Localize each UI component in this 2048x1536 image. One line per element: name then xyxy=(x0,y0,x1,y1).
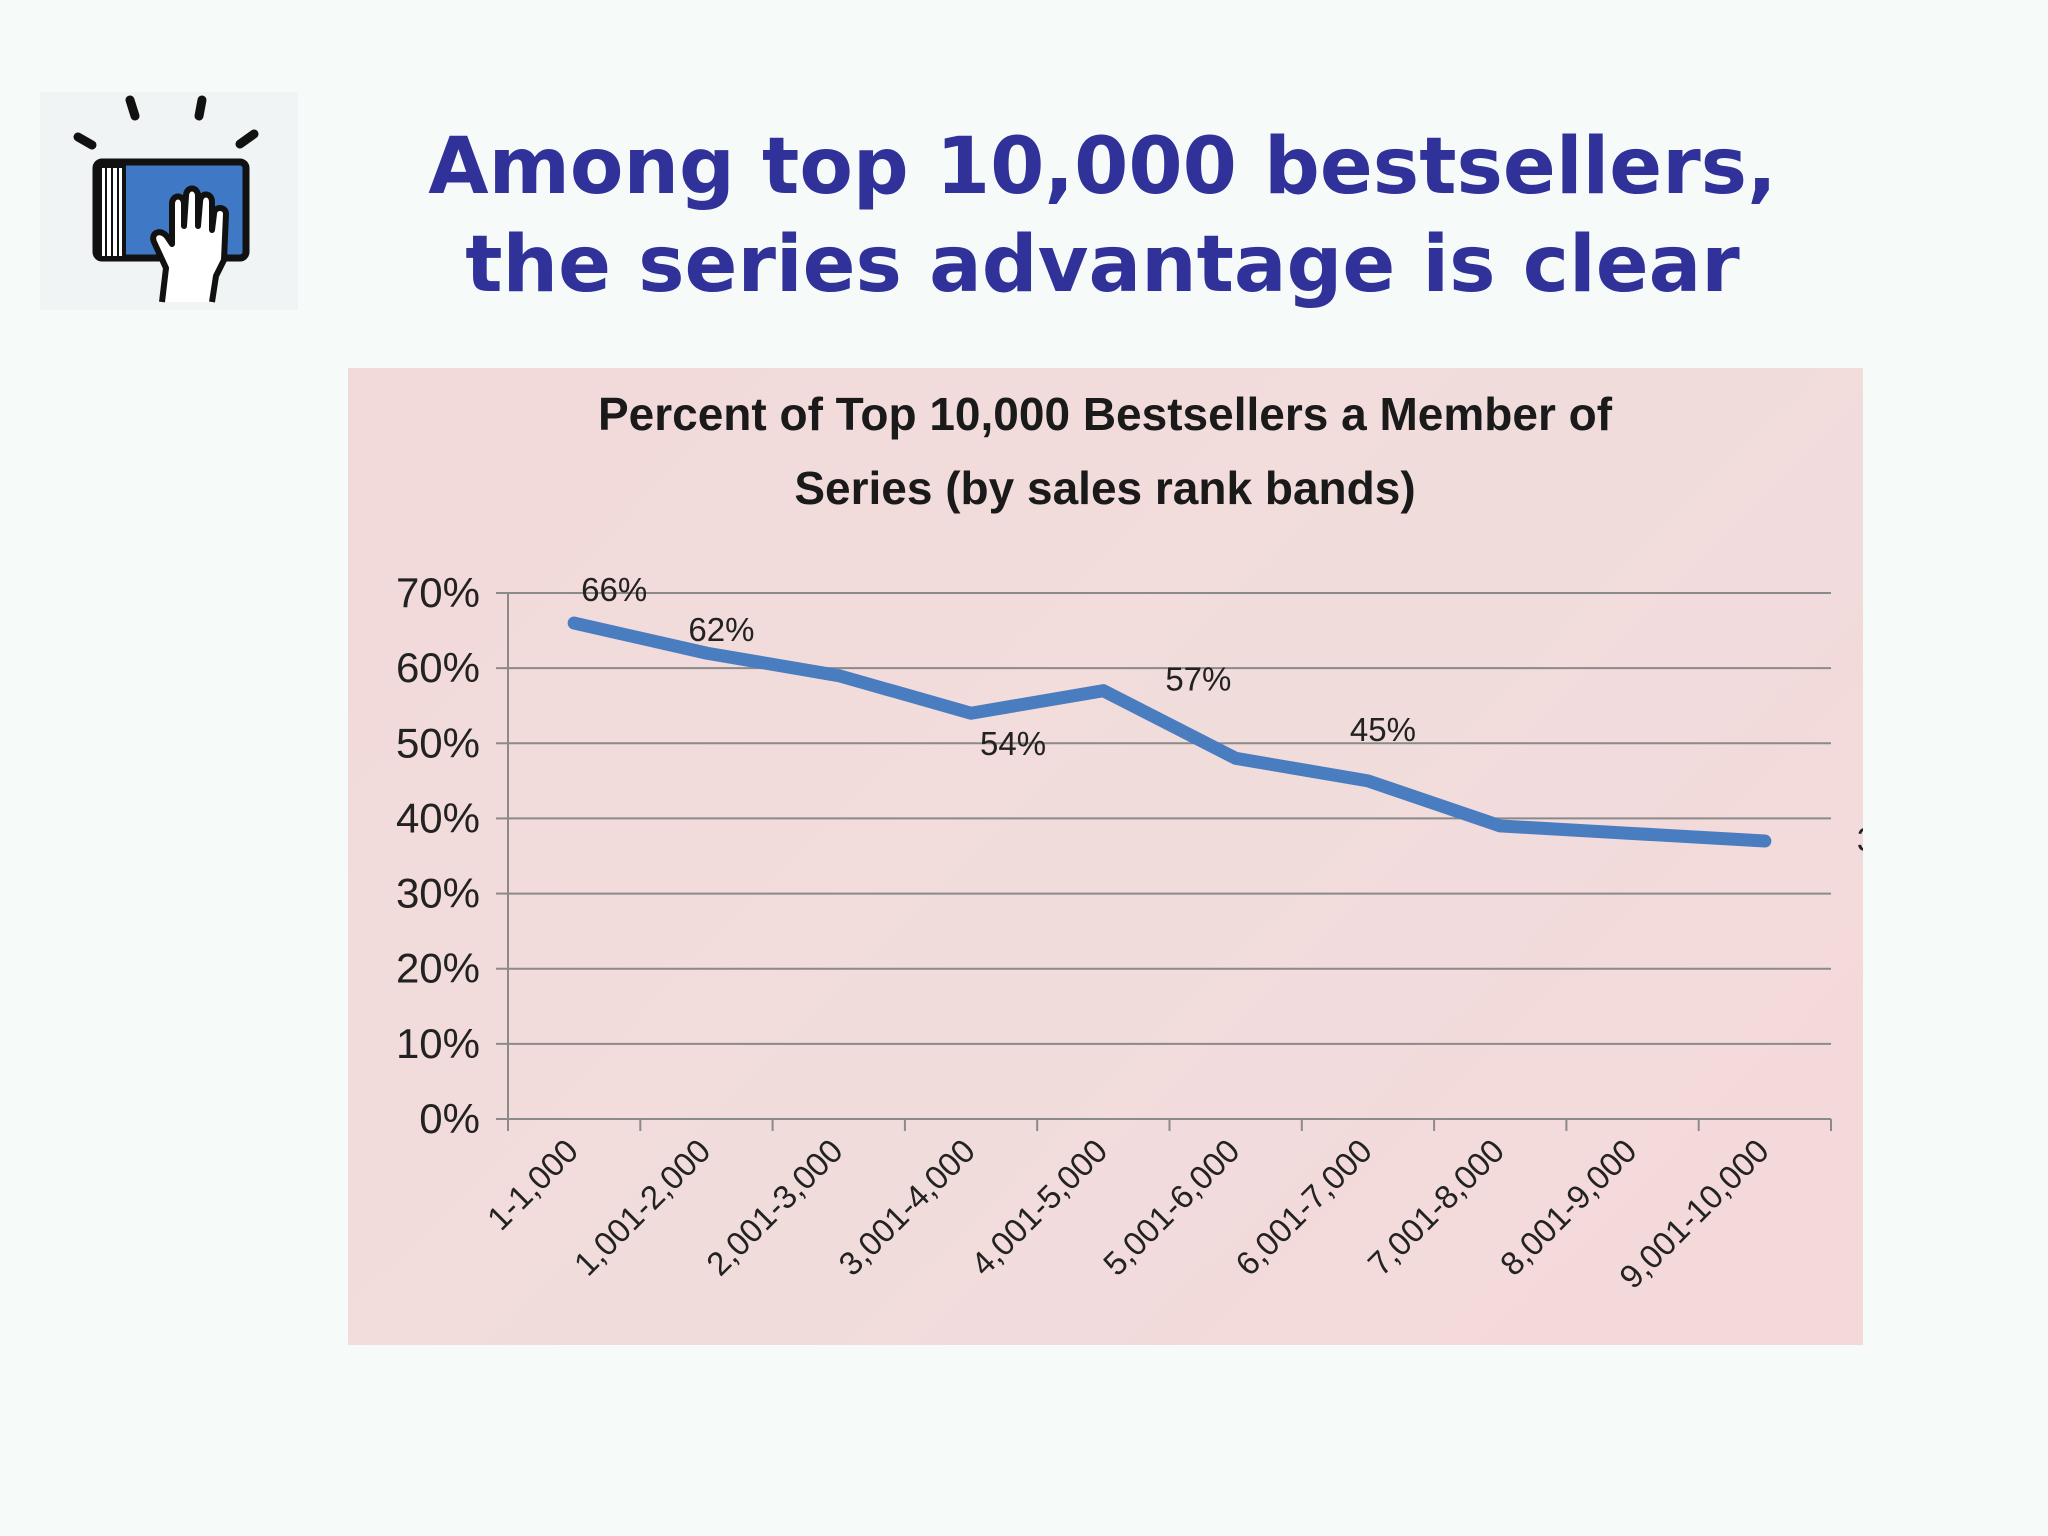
data-point xyxy=(702,649,711,658)
chart-title-line-1: Percent of Top 10,000 Bestsellers a Memb… xyxy=(598,388,1613,440)
x-tick-label: 6,001-7,000 xyxy=(1228,1132,1379,1283)
y-tick-label: 50% xyxy=(396,719,480,766)
data-label: 62% xyxy=(688,611,754,648)
data-point xyxy=(1760,836,1769,845)
line-chart: Percent of Top 10,000 Bestsellers a Memb… xyxy=(396,388,1863,1295)
y-tick-label: 40% xyxy=(396,794,480,841)
slide-title: Among top 10,000 bestsellers, the series… xyxy=(330,118,1875,314)
data-point xyxy=(967,709,976,718)
x-tick-label: 1-1,000 xyxy=(480,1132,585,1237)
data-point xyxy=(834,671,843,680)
data-point xyxy=(1363,776,1372,785)
y-tick-label: 20% xyxy=(396,945,480,992)
data-label: 54% xyxy=(980,725,1046,762)
x-tick-label: 3,001-4,000 xyxy=(831,1132,982,1283)
data-label: 37% xyxy=(1857,821,1863,858)
slide-title-line-2: the series advantage is clear xyxy=(465,220,1740,310)
data-point xyxy=(1496,821,1505,830)
chart-panel: Percent of Top 10,000 Bestsellers a Memb… xyxy=(348,368,1863,1345)
y-tick-label: 10% xyxy=(396,1020,480,1067)
x-tick-label: 5,001-6,000 xyxy=(1096,1132,1247,1283)
series-line xyxy=(567,616,1772,848)
data-point xyxy=(1231,754,1240,763)
data-point xyxy=(1099,686,1108,695)
y-tick-label: 70% xyxy=(396,569,480,616)
y-tick-label: 0% xyxy=(419,1095,480,1142)
data-label: 45% xyxy=(1350,711,1416,748)
x-tick-label: 2,001-3,000 xyxy=(699,1132,850,1283)
data-label: 66% xyxy=(581,571,647,608)
y-tick-label: 60% xyxy=(396,644,480,691)
slide-title-line-1: Among top 10,000 bestsellers, xyxy=(428,122,1777,212)
chart-title-line-2: Series (by sales rank bands) xyxy=(794,462,1415,514)
data-label: 57% xyxy=(1165,661,1231,698)
data-point xyxy=(1628,829,1637,838)
x-tick-label: 7,001-8,000 xyxy=(1360,1132,1511,1283)
x-tick-label: 1,001-2,000 xyxy=(567,1132,718,1283)
book-in-hand-icon xyxy=(40,92,298,310)
x-tick-label: 4,001-5,000 xyxy=(964,1132,1115,1283)
y-tick-label: 30% xyxy=(396,870,480,917)
data-point xyxy=(570,619,579,628)
